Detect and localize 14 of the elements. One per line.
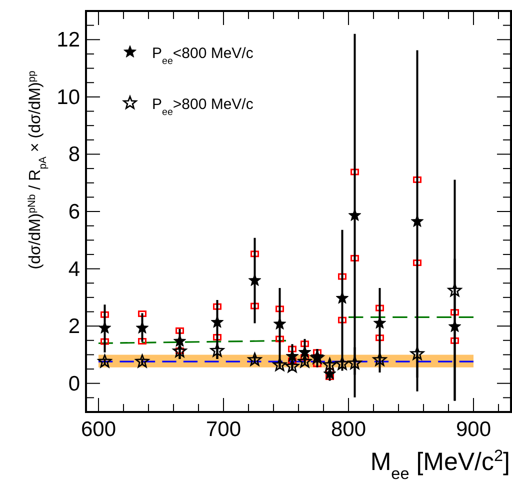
x-axis-title: M$_{ee}$ [MeV/c$^{2}$] — [370, 447, 510, 480]
y-tick-label: 8 — [68, 143, 80, 166]
legend-label: P$_{ee}$<800 MeV/c — [152, 45, 254, 66]
x-tick-label: 600 — [80, 418, 116, 441]
y-tick-label: 6 — [68, 200, 80, 224]
x-tick-label: 900 — [456, 418, 492, 441]
legend-label: P$_{ee}$>800 MeV/c — [152, 96, 254, 118]
y-tick-label: 4 — [68, 258, 80, 281]
x-tick-label: 700 — [206, 418, 242, 441]
y-tick-label: 0 — [68, 372, 80, 396]
x-tick-label: 800 — [330, 418, 366, 441]
y-tick-label: 10 — [56, 86, 80, 109]
y-tick-label: 2 — [68, 315, 80, 338]
y-tick-label: 12 — [56, 28, 80, 52]
